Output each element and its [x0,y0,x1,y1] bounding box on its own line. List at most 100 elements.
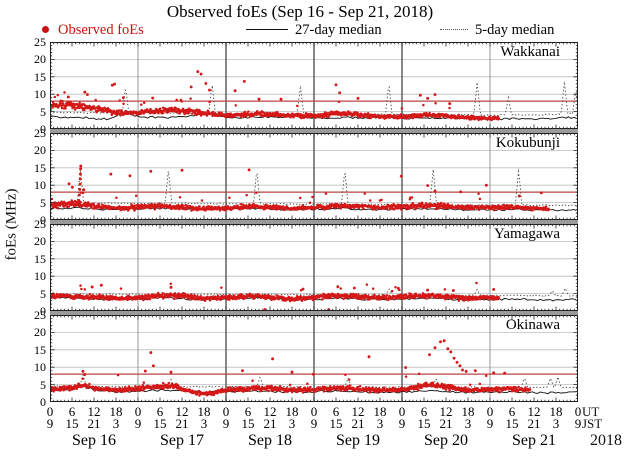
jst-tick-label: 3 [112,416,120,431]
station-label: Yamagawa [494,226,560,242]
y-tick-label: 15 [34,69,46,84]
legend-observed-label: Observed foEs [58,22,144,38]
jst-tick-label: 9 [310,416,318,431]
y-tick-label: 20 [34,325,46,340]
y-tick-label: 15 [34,251,46,266]
station-label: Okinawa [505,317,560,333]
ut-tick-label: 0 [222,404,230,419]
jst-tick-label: 15 [65,416,79,431]
ut-tick-label: 18 [109,404,123,419]
panel-okinawa: Okinawa [50,315,578,402]
panel-wakkanai: Wakkanai [50,42,578,129]
dotted-line-icon [440,29,468,31]
legend-5day-label: 5-day median [475,22,555,38]
jst-tick-label: 15 [241,416,255,431]
unit-jst-label: JST [582,416,603,431]
legend-item-27day-median: 27-day median [246,22,382,40]
legend-item-observed: Observed foEs [42,22,144,40]
y-tick-label: 10 [34,269,46,284]
ut-tick-label: 6 [244,404,252,419]
jst-tick-label: 15 [329,416,343,431]
ut-tick-label: 0 [46,404,54,419]
ut-tick-label: 18 [197,404,211,419]
y-tick-label: 25 [34,308,46,322]
ut-tick-label: 12 [527,404,541,419]
ut-tick-label: 18 [373,404,387,419]
solid-line-icon [246,29,288,31]
panel-separator [50,311,578,315]
jst-tick-label: 15 [153,416,167,431]
day-label: Sep 20 [424,432,468,449]
y-tick-label: 20 [34,52,46,67]
panel-kokubunji: Kokubunji [50,133,578,220]
jst-tick-label: 3 [464,416,472,431]
jst-tick-label: 9 [398,416,406,431]
day-label: Sep 21 [512,432,556,449]
panel-separator [50,129,578,133]
ut-tick-label: 0 [574,404,582,419]
panel-plot-canvas [50,315,578,402]
y-tick-label: 0 [40,213,46,227]
ut-tick-label: 6 [68,404,76,419]
panel-plot-canvas [50,224,578,311]
jst-tick-label: 21 [439,416,453,431]
jst-tick-label: 21 [263,416,277,431]
ut-tick-label: 6 [420,404,428,419]
y-tick-label: 0 [40,122,46,136]
jst-tick-label: 21 [175,416,189,431]
jst-tick-label: 3 [288,416,296,431]
ut-tick-label: 0 [310,404,318,419]
panel-plot-canvas [50,133,578,220]
ut-tick-label: 12 [87,404,101,419]
y-tick-label: 15 [34,342,46,357]
year-label: 2018 [590,432,622,449]
jst-tick-label: 9 [46,416,54,431]
ut-tick-label: 12 [351,404,365,419]
jst-tick-label: 21 [87,416,101,431]
y-tick-label: 5 [40,195,46,210]
y-tick-label: 20 [34,234,46,249]
y-tick-label: 10 [34,360,46,375]
ut-tick-label: 0 [486,404,494,419]
ut-tick-label: 12 [175,404,189,419]
jst-tick-label: 21 [527,416,541,431]
jst-tick-label: 9 [222,416,230,431]
jst-tick-label: 21 [351,416,365,431]
y-tick-label: 20 [34,143,46,158]
y-tick-label: 5 [40,377,46,392]
red-dot-icon [42,26,49,34]
chart-title: Observed foEs (Sep 16 - Sep 21, 2018) [166,2,434,21]
ut-tick-label: 18 [285,404,299,419]
y-tick-label: 25 [34,217,46,231]
y-tick-label: 10 [34,178,46,193]
ut-tick-label: 6 [156,404,164,419]
panel-plot-canvas [50,42,578,129]
day-label: Sep 18 [248,432,292,449]
panel-separator [50,220,578,224]
y-tick-label: 0 [40,304,46,318]
ut-tick-label: 18 [549,404,563,419]
station-label: Kokubunji [495,135,560,151]
station-label: Wakkanai [500,44,560,60]
day-label: Sep 19 [336,432,380,449]
day-label: Sep 17 [160,432,204,449]
legend-item-5day-median: 5-day median [440,22,554,40]
ut-tick-label: 18 [461,404,475,419]
y-tick-label: 0 [40,395,46,409]
y-tick-label: 10 [34,87,46,102]
jst-tick-label: 9 [574,416,582,431]
panel-yamagawa: Yamagawa [50,224,578,311]
y-tick-label: 5 [40,286,46,301]
y-tick-label: 25 [34,126,46,140]
y-tick-label: 15 [34,160,46,175]
y-tick-label: 5 [40,104,46,119]
jst-tick-label: 9 [486,416,494,431]
jst-tick-label: 3 [200,416,208,431]
legend-27day-label: 27-day median [295,22,382,38]
day-label: Sep 16 [72,432,116,449]
ut-tick-label: 12 [263,404,277,419]
jst-tick-label: 9 [134,416,142,431]
y-axis-title: foEs (MHz) [3,188,20,261]
ut-tick-label: 0 [398,404,406,419]
